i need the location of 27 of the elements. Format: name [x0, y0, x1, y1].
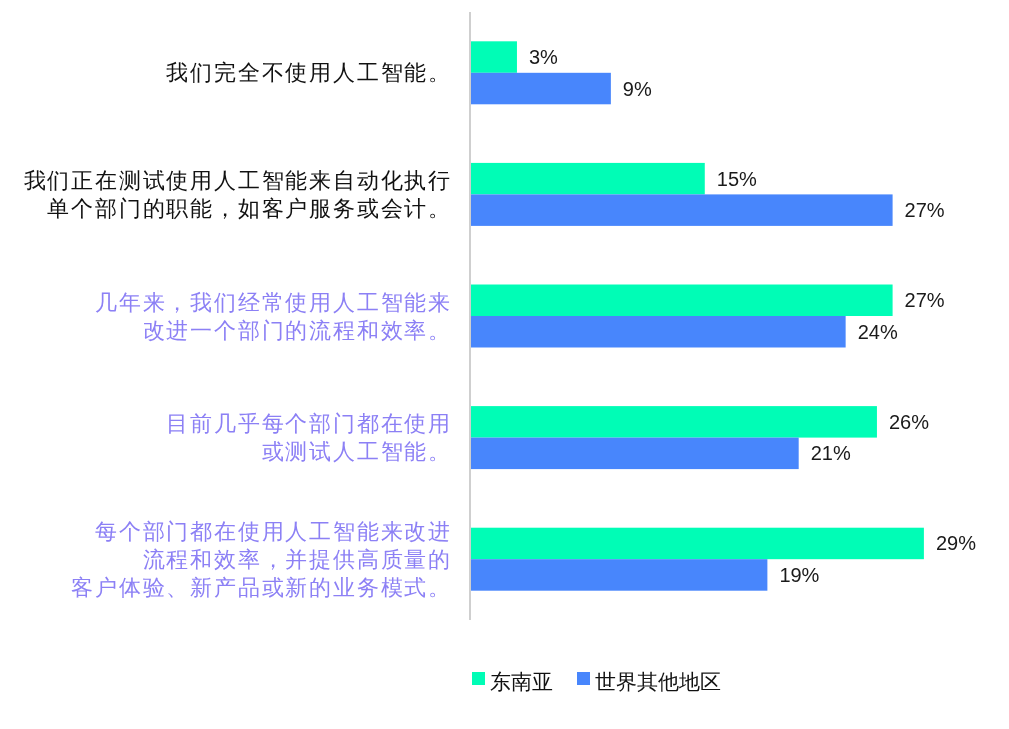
data-label: 3%: [528, 46, 559, 69]
bar: [470, 162, 705, 195]
y-tick-label: 目前几乎每个部门都在使用或测试人工智能。: [166, 412, 452, 465]
y-tick-label: 我们完全不使用人工智能。: [166, 61, 452, 86]
bar: [470, 284, 893, 316]
data-label: 21%: [810, 442, 851, 465]
data-label: 9%: [622, 77, 652, 100]
bar: [470, 559, 768, 591]
bar: [470, 316, 846, 348]
y-tick-label: 几年来，我们经常使用人工智能来改进一个部门的流程和效率。: [95, 290, 452, 343]
data-label: 29%: [935, 532, 977, 555]
legend-label: 世界其他地区: [595, 670, 721, 693]
bar: [470, 41, 517, 73]
bar: [470, 194, 893, 226]
legend-label: 东南亚: [490, 670, 553, 693]
data-label: 26%: [888, 410, 930, 433]
data-label: 24%: [857, 320, 898, 343]
bar: [470, 72, 611, 105]
y-tick-label: 每个部门都在使用人工智能来改进流程和效率，并提供高质量的客户体验、新产品或新的业务模式。: [71, 519, 452, 600]
bar: [470, 406, 877, 438]
bar: [470, 437, 799, 470]
data-label: 19%: [779, 563, 820, 586]
data-label: 27%: [904, 199, 945, 222]
y-tick-label: 我们正在测试使用人工智能来自动化执行单个部门的职能，如客户服务或会计。: [23, 168, 452, 221]
data-label: 27%: [904, 289, 945, 312]
bar: [470, 527, 924, 560]
data-label: 15%: [716, 167, 758, 190]
